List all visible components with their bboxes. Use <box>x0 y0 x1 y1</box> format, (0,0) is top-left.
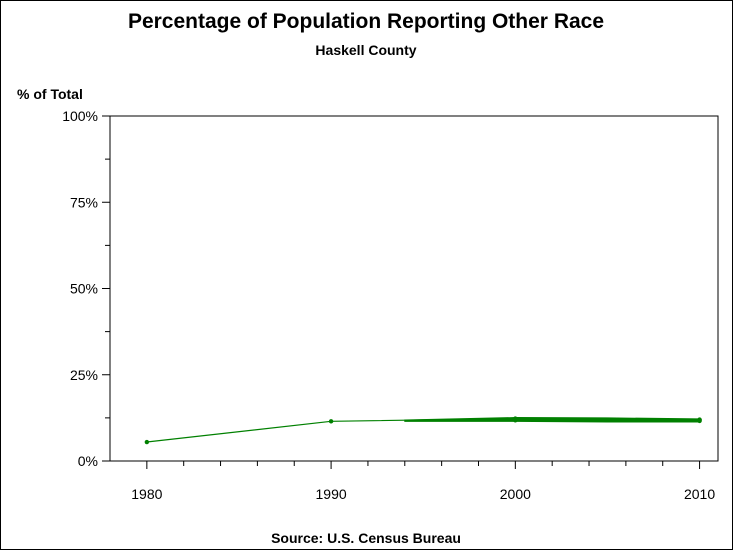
chart-subtitle: Haskell County <box>315 42 416 58</box>
data-point <box>697 417 702 423</box>
x-tick-label: 1990 <box>316 486 347 502</box>
data-point <box>328 419 334 424</box>
y-tick-label: 0% <box>78 453 98 469</box>
chart-title: Percentage of Population Reporting Other… <box>128 10 604 33</box>
y-axis-label: % of Total <box>17 86 83 102</box>
axes-layer: 0% 25% 50% 75% 100% 1980 1990 2000 2010 <box>62 108 715 502</box>
x-tick-label: 2010 <box>684 486 715 502</box>
data-point <box>513 417 518 422</box>
y-tick-label: 75% <box>70 194 98 210</box>
plot-area <box>109 115 719 462</box>
y-tick-label: 25% <box>70 367 98 383</box>
data-point <box>144 439 150 445</box>
y-tick-label: 100% <box>62 108 98 124</box>
x-tick-label: 1980 <box>131 486 162 502</box>
source-note: Source: U.S. Census Bureau <box>271 530 461 546</box>
series-layer <box>144 416 702 445</box>
x-tick-label: 2000 <box>500 486 531 502</box>
y-tick-label: 50% <box>70 281 98 297</box>
